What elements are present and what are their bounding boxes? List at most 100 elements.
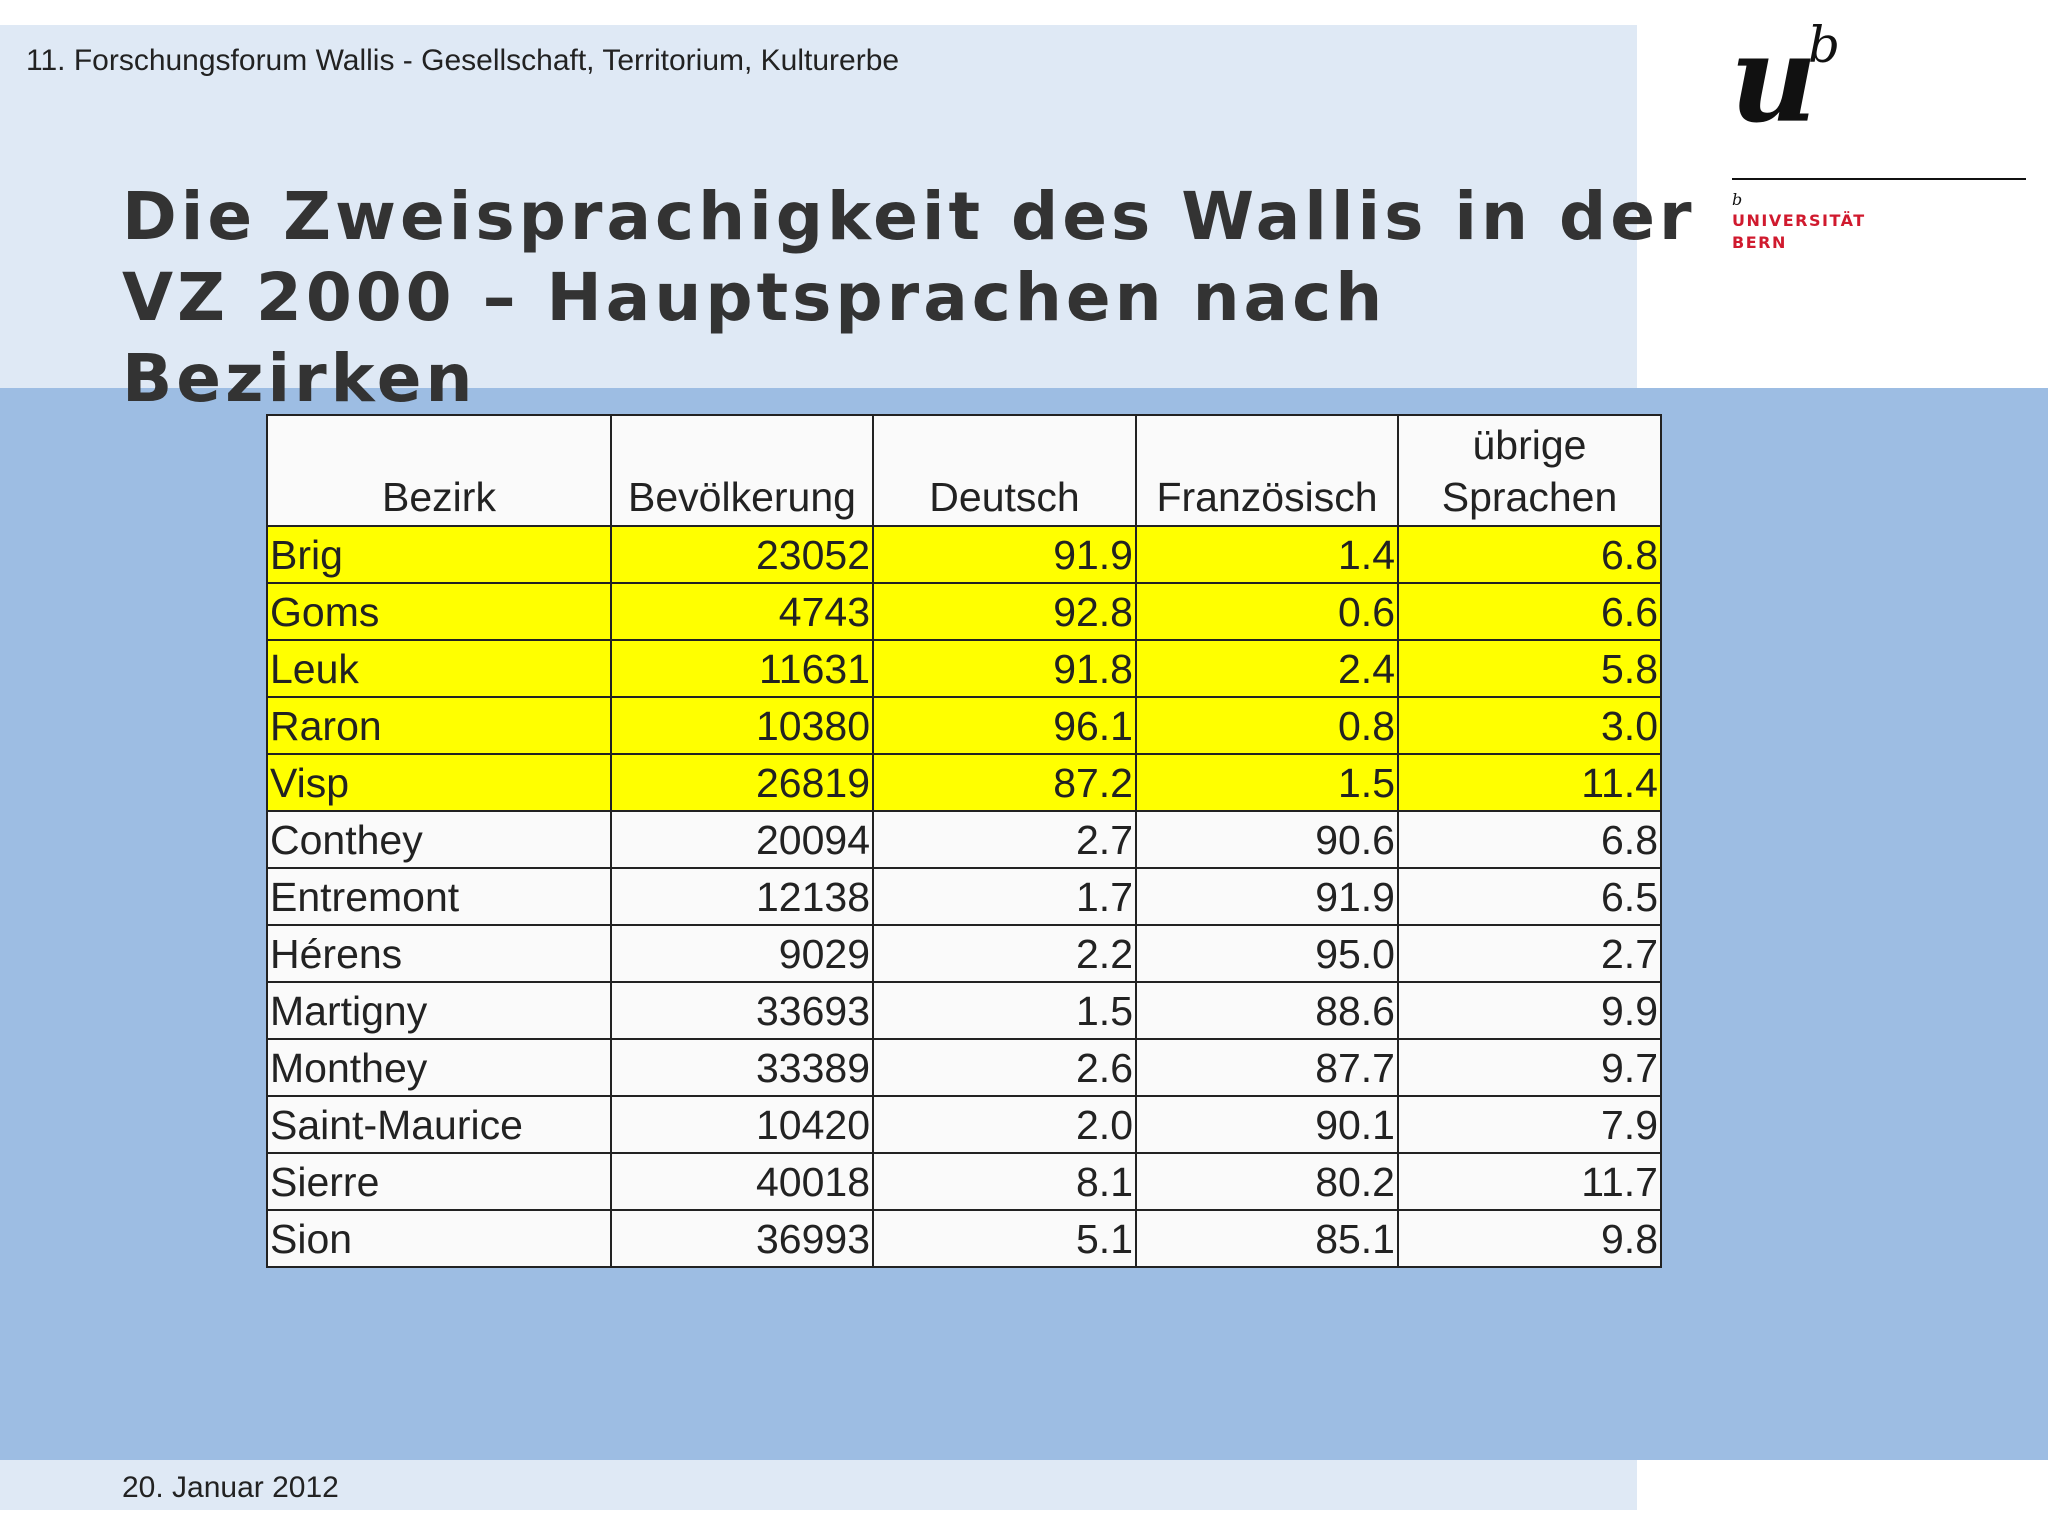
header-band [0, 25, 1637, 388]
footer-band [0, 1460, 1637, 1510]
column-header-uebrige: übrige Sprachen [1397, 414, 1662, 527]
cell-bezirk: Monthey [266, 1038, 612, 1097]
cell-uebrige: 9.8 [1397, 1209, 1662, 1268]
column-header-uebrige-line: übrige [1472, 422, 1587, 468]
cell-uebrige: 7.9 [1397, 1095, 1662, 1154]
cell-bezirk: Martigny [266, 981, 612, 1040]
column-header-bezirk: Bezirk [266, 414, 612, 527]
cell-bezirk: Visp [266, 753, 612, 812]
column-header-bevoelkerung: Bevölkerung [610, 414, 874, 527]
cell-deutsch: 1.7 [872, 867, 1137, 926]
cell-bezirk: Entremont [266, 867, 612, 926]
cell-uebrige: 6.8 [1397, 525, 1662, 584]
cell-uebrige: 6.5 [1397, 867, 1662, 926]
cell-franzoesisch: 0.8 [1135, 696, 1399, 755]
column-header-deutsch: Deutsch [872, 414, 1137, 527]
logo-b-mark: b [1808, 16, 1841, 74]
slide-title: Die Zweisprachigkeit des Wallis in der V… [122, 176, 1696, 419]
column-header-uebrige-line: Sprachen [1441, 474, 1618, 520]
table-row: Sierre 40018 8.1 80.2 11.7 [266, 1152, 1662, 1211]
cell-bevoelkerung: 9029 [610, 924, 874, 983]
cell-deutsch: 91.8 [872, 639, 1137, 698]
cell-deutsch: 1.5 [872, 981, 1137, 1040]
cell-franzoesisch: 95.0 [1135, 924, 1399, 983]
cell-deutsch: 2.6 [872, 1038, 1137, 1097]
cell-deutsch: 2.0 [872, 1095, 1137, 1154]
cell-franzoesisch: 87.7 [1135, 1038, 1399, 1097]
cell-bezirk: Conthey [266, 810, 612, 869]
language-table: Bezirk Bevölkerung Deutsch Französisch ü… [266, 414, 1662, 1268]
cell-bevoelkerung: 20094 [610, 810, 874, 869]
slide-title-line: VZ 2000 – Hauptsprachen nach [122, 259, 1387, 336]
cell-franzoesisch: 91.9 [1135, 867, 1399, 926]
cell-bevoelkerung: 10380 [610, 696, 874, 755]
cell-bezirk: Sion [266, 1209, 612, 1268]
cell-bezirk: Leuk [266, 639, 612, 698]
cell-deutsch: 8.1 [872, 1152, 1137, 1211]
table-row: Visp 26819 87.2 1.5 11.4 [266, 753, 1662, 812]
cell-bezirk: Raron [266, 696, 612, 755]
cell-uebrige: 3.0 [1397, 696, 1662, 755]
cell-bezirk: Saint-Maurice [266, 1095, 612, 1154]
cell-franzoesisch: 90.1 [1135, 1095, 1399, 1154]
cell-bevoelkerung: 36993 [610, 1209, 874, 1268]
table-row: Saint-Maurice 10420 2.0 90.1 7.9 [266, 1095, 1662, 1154]
cell-bezirk: Sierre [266, 1152, 612, 1211]
conference-name: 11. Forschungsforum Wallis - Gesellschaf… [26, 44, 900, 77]
column-header-franzoesisch: Französisch [1135, 414, 1399, 527]
cell-deutsch: 2.7 [872, 810, 1137, 869]
cell-deutsch: 5.1 [872, 1209, 1137, 1268]
cell-uebrige: 6.6 [1397, 582, 1662, 641]
logo-wordmark: UNIVERSITÄT BERN [1732, 210, 1866, 254]
table-row: Monthey 33389 2.6 87.7 9.7 [266, 1038, 1662, 1097]
cell-franzoesisch: 0.6 [1135, 582, 1399, 641]
table-row: Brig 23052 91.9 1.4 6.8 [266, 525, 1662, 584]
cell-franzoesisch: 1.4 [1135, 525, 1399, 584]
cell-franzoesisch: 85.1 [1135, 1209, 1399, 1268]
cell-bevoelkerung: 4743 [610, 582, 874, 641]
cell-bevoelkerung: 12138 [610, 867, 874, 926]
cell-deutsch: 92.8 [872, 582, 1137, 641]
logo-wordmark-line: BERN [1732, 233, 1787, 252]
logo-u-mark: u [1730, 9, 1818, 150]
logo-small-b: b [1732, 190, 1743, 209]
presentation-date: 20. Januar 2012 [122, 1471, 339, 1504]
cell-franzoesisch: 1.5 [1135, 753, 1399, 812]
cell-uebrige: 2.7 [1397, 924, 1662, 983]
table-row: Leuk 11631 91.8 2.4 5.8 [266, 639, 1662, 698]
cell-bezirk: Goms [266, 582, 612, 641]
slide-title-line: Die Zweisprachigkeit des Wallis in der [122, 178, 1696, 255]
table-header-row: Bezirk Bevölkerung Deutsch Französisch ü… [266, 414, 1662, 527]
logo-wordmark-line: UNIVERSITÄT [1732, 211, 1866, 230]
cell-bevoelkerung: 10420 [610, 1095, 874, 1154]
cell-deutsch: 2.2 [872, 924, 1137, 983]
table-row: Martigny 33693 1.5 88.6 9.9 [266, 981, 1662, 1040]
cell-bevoelkerung: 33389 [610, 1038, 874, 1097]
cell-deutsch: 96.1 [872, 696, 1137, 755]
cell-franzoesisch: 80.2 [1135, 1152, 1399, 1211]
slide-title-line: Bezirken [122, 340, 477, 417]
cell-deutsch: 87.2 [872, 753, 1137, 812]
table-row: Raron 10380 96.1 0.8 3.0 [266, 696, 1662, 755]
cell-bezirk: Brig [266, 525, 612, 584]
cell-deutsch: 91.9 [872, 525, 1137, 584]
table-row: Goms 4743 92.8 0.6 6.6 [266, 582, 1662, 641]
cell-uebrige: 5.8 [1397, 639, 1662, 698]
cell-uebrige: 9.9 [1397, 981, 1662, 1040]
cell-bezirk: Hérens [266, 924, 612, 983]
cell-bevoelkerung: 26819 [610, 753, 874, 812]
table-row: Conthey 20094 2.7 90.6 6.8 [266, 810, 1662, 869]
cell-uebrige: 9.7 [1397, 1038, 1662, 1097]
logo-divider [1732, 178, 2026, 180]
cell-bevoelkerung: 33693 [610, 981, 874, 1040]
cell-bevoelkerung: 11631 [610, 639, 874, 698]
cell-bevoelkerung: 23052 [610, 525, 874, 584]
cell-uebrige: 6.8 [1397, 810, 1662, 869]
cell-uebrige: 11.4 [1397, 753, 1662, 812]
cell-bevoelkerung: 40018 [610, 1152, 874, 1211]
university-logo: u b b UNIVERSITÄT BERN [1730, 20, 2030, 260]
table-row: Sion 36993 5.1 85.1 9.8 [266, 1209, 1662, 1268]
cell-franzoesisch: 2.4 [1135, 639, 1399, 698]
table-row: Entremont 12138 1.7 91.9 6.5 [266, 867, 1662, 926]
cell-uebrige: 11.7 [1397, 1152, 1662, 1211]
